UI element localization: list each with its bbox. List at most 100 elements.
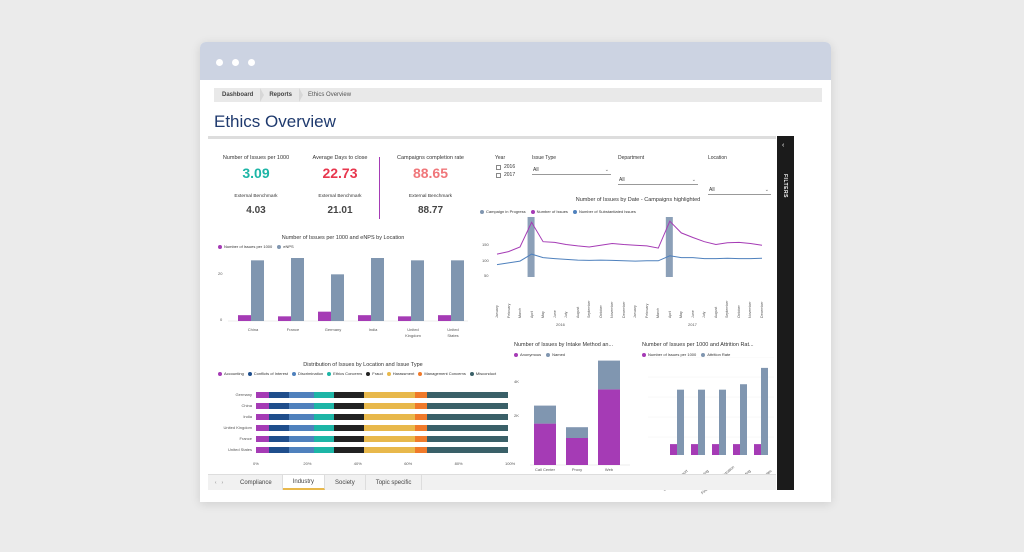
legend-item: Discrimination <box>292 371 323 376</box>
bar-enps <box>411 260 424 321</box>
issue-type-dropdown[interactable]: All ⌄ <box>532 165 611 175</box>
tab-next-icon[interactable]: › <box>221 479 224 486</box>
chevron-left-icon[interactable]: ‹ <box>782 142 785 149</box>
month-label: September <box>725 300 730 318</box>
row-label: Germany <box>235 392 252 397</box>
y-tick: 50 <box>484 273 489 278</box>
stacked-bar-row <box>256 447 508 453</box>
tab-industry[interactable]: Industry <box>282 475 326 490</box>
tab-nav: ‹ › <box>208 475 230 490</box>
legend-swatch <box>480 209 484 214</box>
window-dot-icon[interactable] <box>232 59 239 66</box>
legend-swatch <box>701 352 706 357</box>
month-label: April <box>529 310 534 318</box>
year-slicer-label: Year <box>495 155 506 161</box>
stacked-bar-row <box>256 436 508 442</box>
checkbox-icon[interactable] <box>496 164 501 170</box>
bar-segment <box>334 414 365 420</box>
legend-label: Number of Substantiated Issues <box>578 209 636 214</box>
bar-segment <box>256 392 269 398</box>
window-dot-icon[interactable] <box>248 59 255 66</box>
legend-item: Named <box>546 352 565 357</box>
y-tick: 2K <box>514 413 519 418</box>
bar-segment <box>427 425 508 431</box>
legend-label: Number of Issues per 1000 <box>648 352 697 357</box>
month-label: August <box>713 306 718 318</box>
legend-swatch <box>386 371 391 376</box>
bar-segment <box>334 436 365 442</box>
month-label: November <box>610 301 615 318</box>
row-label: China <box>241 403 252 408</box>
month-label: June <box>690 310 695 318</box>
y-tick: 150 <box>482 242 489 247</box>
category-label: United <box>407 327 419 332</box>
legend-swatch <box>546 352 551 357</box>
category-label: Web <box>604 467 614 472</box>
bar-enps <box>331 274 344 321</box>
chart-legend: Number of Issues per 1000 eNPS <box>218 244 294 249</box>
month-label: March <box>518 308 523 318</box>
legend-swatch <box>418 371 423 376</box>
bar-segment <box>334 392 365 398</box>
filters-pane[interactable]: ‹ FILTERS <box>777 136 794 490</box>
checkbox-icon[interactable] <box>496 172 501 178</box>
bar-segment <box>414 414 428 420</box>
bar-segment <box>334 447 365 453</box>
chart-legend: Number of Issues per 1000 Attrition Rate <box>642 352 730 357</box>
department-dropdown[interactable]: All ⌄ <box>618 175 698 185</box>
row-label: United Kingdom <box>223 425 252 430</box>
dropdown-value: All <box>709 187 715 193</box>
month-label: July <box>702 311 707 318</box>
tab-prev-icon[interactable]: ‹ <box>214 479 217 486</box>
bar-named <box>566 427 588 438</box>
year-option[interactable]: 2016 <box>496 164 515 170</box>
bar-segment <box>256 403 269 409</box>
tab-compliance[interactable]: Compliance <box>230 475 283 490</box>
chart-title: Number of Issues per 1000 and eNPS by Lo… <box>281 235 405 241</box>
browser-window: Dashboard Reports Ethics Overview Ethics… <box>200 42 831 502</box>
bar-issues <box>398 316 411 321</box>
dropdown-value: All <box>619 177 625 183</box>
y-tick: 0 <box>220 317 223 322</box>
bar-attrition <box>677 389 684 455</box>
bar-segment <box>414 447 428 453</box>
chart-legend: Accounting Conflicts of Interest Discrimin… <box>218 371 496 376</box>
legend-item: Attrition Rate <box>701 352 730 357</box>
bar-segment <box>313 403 335 409</box>
category-label: States <box>447 333 459 338</box>
legend-item: Ethics Concerns <box>327 371 362 376</box>
bar-segment <box>268 436 289 442</box>
bar-segment <box>288 425 314 431</box>
substantiated-line <box>496 253 763 266</box>
chevron-down-icon: ⌄ <box>764 187 769 193</box>
location-label: Location <box>708 155 727 161</box>
tab-topic-specific[interactable]: Topic specific <box>366 475 423 490</box>
bar-segment <box>427 436 508 442</box>
stacked-bar-row <box>256 392 508 398</box>
breadcrumb-reports[interactable]: Reports <box>261 88 303 102</box>
bar-issues <box>712 444 719 455</box>
bar-segment <box>288 403 314 409</box>
x-tick: 100% <box>505 461 516 466</box>
breadcrumb-dashboard[interactable]: Dashboard <box>214 88 265 102</box>
bar-issues <box>238 315 251 321</box>
month-label: October <box>736 305 741 318</box>
legend-label: Named <box>552 352 566 357</box>
month-label: December <box>760 301 764 318</box>
legend-swatch <box>292 371 297 376</box>
department-label: Department <box>618 155 645 161</box>
bar-issues <box>691 444 698 455</box>
bar-segment <box>268 425 289 431</box>
campaign-highlight <box>665 217 673 277</box>
window-dot-icon[interactable] <box>216 59 223 66</box>
bar-enps <box>451 260 464 321</box>
bar-segment <box>414 425 428 431</box>
bar-enps <box>251 260 264 321</box>
bar-issues <box>754 444 761 455</box>
category-label: China <box>247 327 259 332</box>
location-dropdown[interactable]: All ⌄ <box>708 185 771 195</box>
tab-society[interactable]: Society <box>325 475 366 490</box>
bar-segment <box>288 436 314 442</box>
year-option[interactable]: 2017 <box>496 172 515 178</box>
bar-issues <box>358 315 371 321</box>
